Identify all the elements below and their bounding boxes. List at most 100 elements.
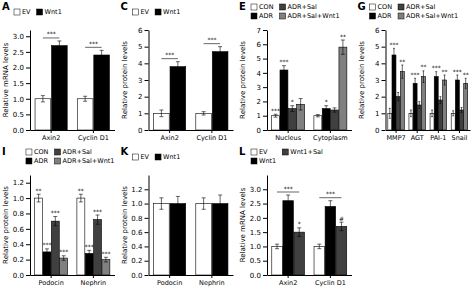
error-bar (159, 110, 163, 117)
error-bar (465, 78, 467, 88)
y-tick-mark (263, 261, 267, 262)
y-tick-mark (382, 47, 386, 48)
y-tick: 0 (138, 127, 148, 135)
annotation: *** (411, 71, 420, 78)
legend: CONADRADR+SalADR+Sal+Wnt1 (370, 3, 459, 20)
bar (421, 77, 425, 130)
y-tick-mark (263, 204, 267, 205)
error-bar (316, 115, 320, 117)
panel-label: I (2, 146, 6, 157)
y-tick: 5 (375, 43, 385, 51)
series (396, 93, 463, 131)
legend-label: Wnt1 (259, 157, 276, 165)
series (392, 48, 459, 130)
panel-label: L (239, 146, 246, 157)
y-tick: 0 (257, 127, 267, 135)
y-tick: 6 (375, 27, 385, 35)
legend-swatch (251, 149, 257, 155)
x-tick-mark (169, 130, 170, 133)
y-axis-title: Relative mRNA levels (239, 187, 247, 262)
bar (35, 198, 43, 275)
y-tick-label: 2.5 (250, 200, 261, 208)
y-axis-line (30, 31, 31, 131)
bar (331, 110, 339, 130)
legend-item: ADR+Sal+Wnt1 (280, 12, 340, 20)
y-tick-label: 1.0 (131, 200, 142, 208)
error-bar (452, 111, 454, 116)
annotation: *** (42, 241, 51, 248)
annotation: *** (165, 51, 174, 58)
y-tick-label: 4 (257, 70, 262, 78)
legend-item: ADR (370, 12, 392, 20)
y-tick-label: 1 (257, 112, 261, 120)
legend-label: ADR+Sal+Wnt1 (62, 157, 114, 165)
series (51, 215, 101, 275)
x-tick: Nephrin (199, 275, 225, 287)
y-tick-mark (26, 183, 30, 184)
legend-swatch (251, 158, 257, 164)
y-axis-title: Relative protein levels (121, 41, 129, 119)
y-tick: 0.0 (131, 272, 148, 280)
y-tick: 5 (138, 43, 148, 51)
y-tick-label: 3 (138, 77, 142, 85)
legend-swatch (54, 158, 60, 164)
error-bar (317, 244, 321, 249)
annotation: *** (85, 243, 94, 250)
error-bar (218, 195, 222, 212)
error-bar (297, 228, 301, 237)
y-tick-label: 1 (138, 110, 142, 118)
panel: C0123456Axin2Cyclin D1Relative protein l… (121, 1, 234, 142)
error-bar (422, 71, 424, 83)
error-bar (37, 194, 41, 202)
y-tick: 3.0 (13, 33, 30, 41)
plot-area: 0.00.51.01.52.02.53.0Axin2Cyclin D1Relat… (239, 176, 352, 287)
annotation: *** (326, 190, 335, 197)
x-axis: Axin2Cyclin D1 (268, 275, 353, 287)
x-tick-label: AGT (411, 134, 424, 142)
y-tick-label: 2.0 (250, 215, 261, 223)
legend-item: ADR+Sal (280, 3, 318, 11)
annotations: *******# (277, 185, 344, 228)
y-tick-label: 0 (257, 127, 261, 135)
bar (322, 109, 330, 130)
error-bar (328, 201, 332, 212)
annotation-bracket (204, 43, 220, 44)
y-tick-mark (263, 116, 267, 117)
y-tick-mark (263, 218, 267, 219)
y-tick-label: 0.8 (131, 215, 142, 223)
y-tick-mark (26, 99, 30, 100)
legend-label: EV (259, 148, 268, 156)
bar (417, 105, 421, 130)
y-tick-label: 1.0 (250, 243, 261, 251)
y-tick-mark (26, 130, 30, 131)
x-tick: Axin2 (160, 130, 178, 142)
plot-area: 0123456MMP7AGTPAI-1SnailRelative protein… (358, 27, 471, 142)
y-tick-mark (145, 204, 149, 205)
y-tick-label: 0.4 (131, 243, 143, 251)
x-tick-label: Cyclin D1 (196, 134, 227, 142)
bars (154, 47, 228, 130)
y-tick-mark (263, 59, 267, 60)
bar (280, 70, 288, 130)
x-axis: Axin2 Cyclin D1 (149, 130, 234, 142)
y-tick-label: 0.6 (13, 226, 25, 234)
y-axis: 0.00.51.01.52.02.53.0 (13, 31, 31, 135)
x-tick-label: Cyclin D1 (78, 134, 109, 142)
annotations: ****** (43, 30, 102, 47)
error-bar (100, 50, 104, 59)
annotation: ** (463, 71, 469, 78)
y-tick: 0.8 (13, 210, 30, 218)
y-tick: 6 (138, 27, 148, 35)
bar (396, 97, 400, 130)
error-bar (202, 198, 206, 209)
legend-swatch (280, 4, 286, 10)
y-tick-label: 2 (257, 98, 261, 106)
error-bar (202, 112, 206, 115)
y-tick: 1.0 (13, 195, 30, 203)
y-tick-label: 5 (375, 43, 379, 51)
x-tick: Nephrin (81, 275, 107, 287)
y-tick-label: 1.2 (13, 179, 24, 187)
bar (272, 116, 280, 130)
bar (212, 52, 228, 130)
y-tick: 3.0 (250, 186, 267, 194)
